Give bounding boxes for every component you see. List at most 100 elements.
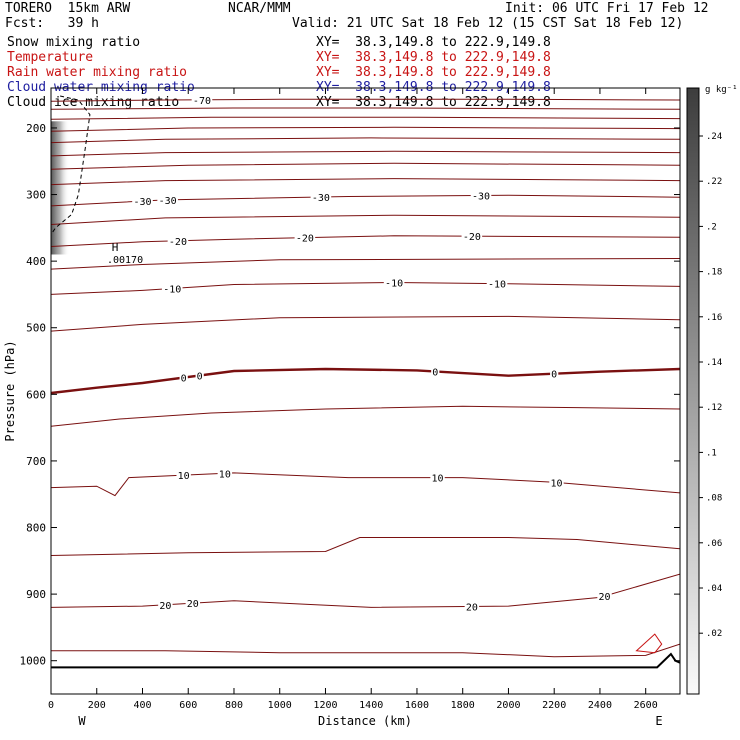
- isotherm-label: 20: [187, 599, 199, 610]
- isotherm-line: [51, 643, 680, 658]
- isotherm-line: [51, 258, 680, 270]
- contour-labels: -70-30 -30 -30 -30-20 -20 -20-10-10 -100 0 0 010 1…: [107, 93, 612, 613]
- isotherm-label: 20: [466, 602, 478, 613]
- isotherm-label-background: [176, 469, 191, 481]
- colorbar-tick-label: .08: [706, 494, 722, 504]
- isotherm-label: 0: [551, 370, 557, 381]
- snow-shading-band: [51, 121, 70, 255]
- isotherm-label-background: [158, 598, 173, 610]
- colorbar-tick-label: .22: [706, 177, 722, 187]
- isotherm-label-background: [430, 471, 445, 483]
- isotherm-line: [51, 194, 680, 207]
- field-xy: XY= 38.3,149.8 to 222.9,149.8: [316, 35, 551, 50]
- isotherm-line: [51, 405, 680, 427]
- x-axis-label: Distance (km): [318, 714, 412, 728]
- isotherm-line: [51, 98, 680, 102]
- colorbar-tick-label: .12: [706, 403, 722, 413]
- isotherm-line: [51, 573, 680, 608]
- isotherm-line: [51, 235, 680, 247]
- x-tick-label: 2400: [588, 700, 612, 711]
- x-tick-label: 1400: [359, 700, 383, 711]
- isotherm-label-background: [464, 600, 480, 612]
- isotherm-line: [51, 367, 680, 395]
- isotherm-label: 0: [432, 367, 438, 378]
- y-tick-label: 300: [26, 189, 46, 202]
- field-name: Snow mixing ratio: [7, 35, 141, 50]
- init-time: Init: 06 UTC Fri 17 Feb 12: [505, 1, 709, 16]
- field-xy: XY= 38.3,149.8 to 222.9,149.8: [316, 65, 551, 80]
- isotherm-label: 10: [178, 471, 190, 482]
- isotherm-label: -20: [169, 237, 187, 248]
- center-name: NCAR/MMM: [228, 1, 291, 16]
- isotherm-label: -10: [488, 280, 506, 291]
- x-tick-label: 400: [133, 700, 151, 711]
- isotherm-label: 0: [181, 374, 187, 385]
- isotherm-label-background: [167, 234, 189, 246]
- colorbar-tick-label: .16: [706, 313, 722, 323]
- max-marker-value: .00170: [107, 255, 143, 266]
- y-tick-label: 900: [26, 588, 46, 601]
- isotherm-label: 0: [197, 372, 203, 383]
- isotherm-label-background: [294, 231, 316, 243]
- isotherm-label: -30: [472, 191, 490, 202]
- isotherm-label-background: [195, 369, 204, 381]
- isotherm-label: 20: [159, 601, 171, 612]
- colorbar-tick-label: .2: [706, 222, 717, 232]
- x-tick-label: 1600: [405, 700, 429, 711]
- isotherm-label: -10: [385, 278, 403, 289]
- y-tick-label: 1000: [20, 655, 47, 668]
- field-name: Rain water mixing ratio: [7, 65, 188, 80]
- isotherm-label-background: [383, 276, 405, 288]
- colorbar-tick-label: .02: [706, 629, 722, 639]
- plot-overlays: [51, 95, 680, 669]
- isotherm-label: -30: [133, 197, 151, 208]
- snow-shading: [51, 121, 70, 255]
- east-label: E: [655, 714, 662, 728]
- x-tick-label: 1200: [313, 700, 337, 711]
- isotherm-line: [51, 116, 680, 120]
- isotherm-line: [51, 472, 680, 497]
- isotherm-label-background: [310, 191, 332, 203]
- isotherm-line: [51, 126, 680, 132]
- isotherm-label: -30: [159, 196, 177, 207]
- isotherm-line: [51, 281, 680, 295]
- x-tick-label: 200: [88, 700, 106, 711]
- colorbar-ramp: [686, 87, 700, 695]
- colorbar-tick-label: .06: [706, 539, 722, 549]
- cloud-ice-contour: [51, 95, 91, 235]
- x-tick-label: 1000: [268, 700, 292, 711]
- y-tick-label: 500: [26, 322, 46, 335]
- colorbar-tick-label: .24: [706, 132, 722, 142]
- isotherm-label: -20: [296, 234, 314, 245]
- y-tick-label: 600: [26, 388, 46, 401]
- colorbar-tick-label: .04: [706, 584, 722, 594]
- isotherm-label-background: [431, 365, 440, 377]
- x-tick-label: 2600: [634, 700, 658, 711]
- field-name: Temperature: [7, 50, 94, 65]
- isotherm-label-background: [597, 590, 612, 602]
- isotherm-label-background: [470, 189, 492, 201]
- isotherm-line: [51, 214, 680, 225]
- forecast-hour: Fcst: 39 h: [5, 16, 99, 31]
- x-tick-label: 600: [179, 700, 197, 711]
- model-name: TORERO 15km ARW: [5, 1, 131, 16]
- isotherm-label-background: [179, 371, 188, 383]
- x-tick-label: 800: [225, 700, 243, 711]
- isotherm-label: -20: [463, 232, 481, 243]
- isotherm-label-background: [486, 277, 508, 289]
- isotherm-label: -70: [193, 96, 211, 107]
- valid-time: Valid: 21 UTC Sat 18 Feb 12 (15 CST Sat …: [292, 16, 684, 31]
- colorbar-tick-label: .18: [706, 268, 722, 278]
- isotherm-label-background: [161, 282, 183, 294]
- x-tick-label: 2200: [542, 700, 566, 711]
- isotherm-label: -30: [312, 193, 330, 204]
- x-tick-label: 0: [48, 700, 54, 711]
- isotherm-line: [51, 315, 680, 332]
- isotherm-label: 10: [550, 478, 562, 489]
- field-xy: XY= 38.3,149.8 to 222.9,149.8: [316, 50, 551, 65]
- isotherm-label-background: [550, 367, 559, 379]
- isotherm-line: [51, 178, 680, 186]
- terrain-line: [51, 652, 680, 669]
- y-tick-label: 200: [26, 122, 46, 135]
